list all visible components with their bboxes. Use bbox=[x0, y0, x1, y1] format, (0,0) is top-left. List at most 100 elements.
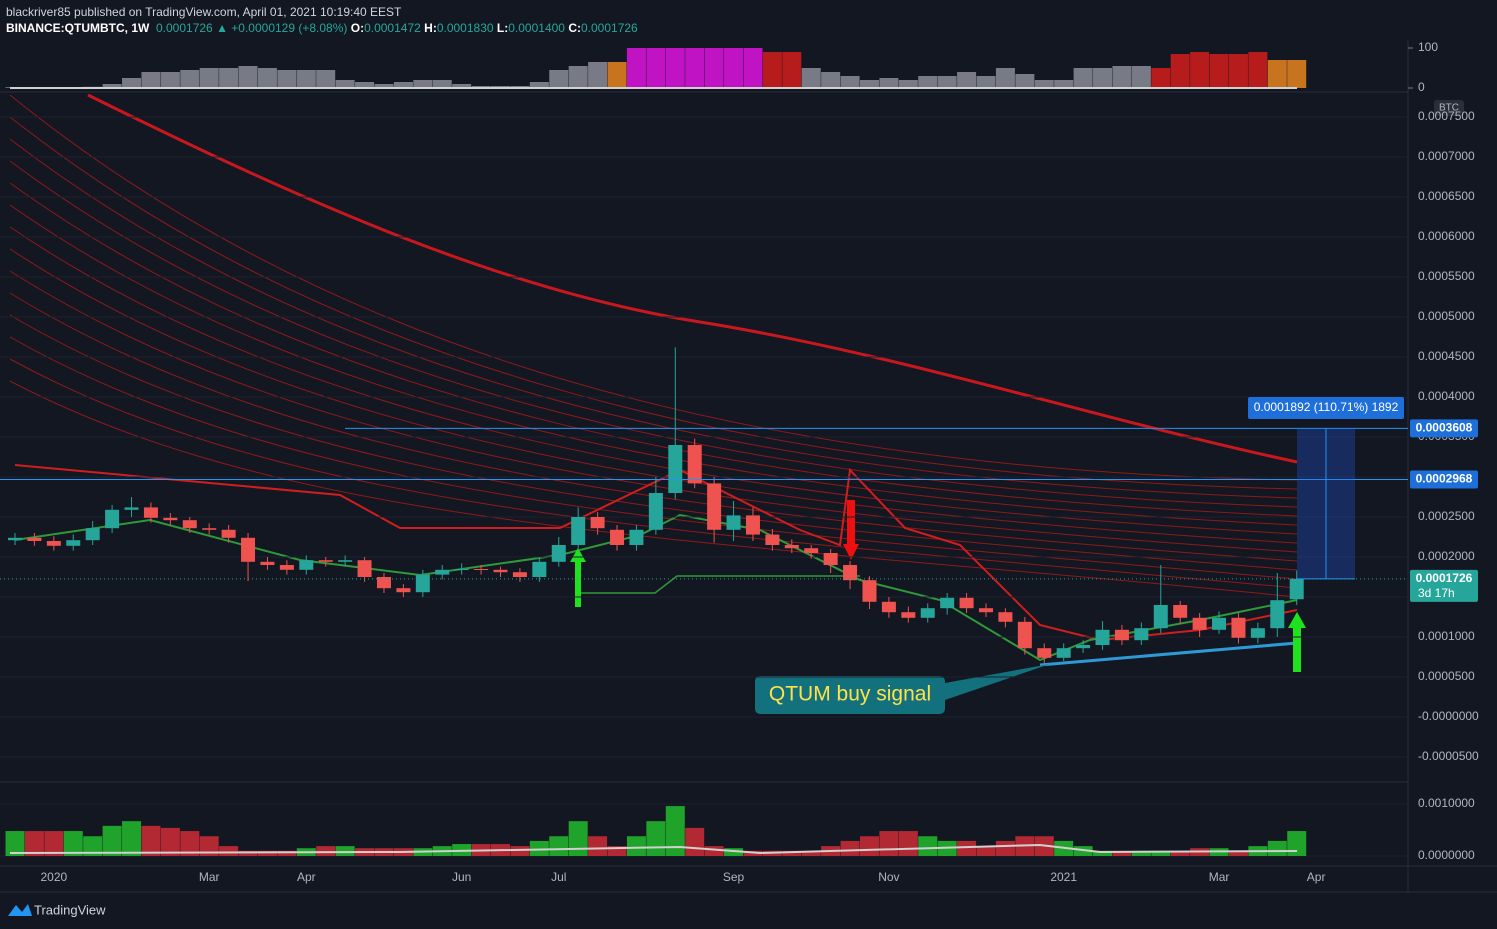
l: 0.0001400 bbox=[508, 21, 565, 35]
brand: TradingView bbox=[34, 902, 106, 917]
bottom-bar bbox=[957, 840, 977, 857]
candle-body bbox=[571, 517, 586, 545]
bottom-bar bbox=[918, 836, 938, 857]
candle-body bbox=[920, 608, 935, 618]
top-bar bbox=[238, 66, 258, 88]
symbol: BINANCE:QTUMBTC, 1W bbox=[6, 21, 150, 35]
top-bar bbox=[704, 48, 724, 88]
candle-body bbox=[804, 548, 819, 553]
x-tick-label: Nov bbox=[878, 870, 899, 884]
annotation-pointer bbox=[945, 664, 1050, 700]
bottom-average bbox=[9, 843, 1298, 855]
bottom-bar bbox=[1151, 850, 1171, 857]
candle-body bbox=[648, 493, 663, 530]
candle-body bbox=[1114, 629, 1129, 641]
candle-body bbox=[474, 569, 489, 570]
candle-body bbox=[493, 569, 508, 573]
bottom-bar bbox=[607, 846, 627, 857]
y-tick-label: 0.0005500 bbox=[1418, 269, 1475, 283]
bottom-bar bbox=[588, 836, 608, 857]
published-line: blackriver85 published on TradingView.co… bbox=[6, 5, 402, 19]
candle-body bbox=[610, 529, 625, 545]
candle-body bbox=[105, 509, 120, 529]
annotation-box bbox=[755, 676, 945, 714]
last-price-box bbox=[1410, 569, 1478, 602]
x-tick-label: Apr bbox=[1307, 870, 1326, 884]
top-bar bbox=[1131, 66, 1151, 88]
top-bar bbox=[180, 70, 200, 88]
top-bar bbox=[898, 80, 918, 88]
countdown: 3d 17h bbox=[1418, 586, 1455, 600]
y-tick-label: 0.0004000 bbox=[1418, 389, 1475, 403]
top-bar bbox=[821, 72, 841, 88]
top-bar bbox=[355, 82, 375, 88]
candle-body bbox=[1134, 628, 1149, 641]
y-tick-label: 0.0006500 bbox=[1418, 189, 1475, 203]
top-bar bbox=[1073, 68, 1093, 88]
bottom-bar bbox=[102, 825, 122, 857]
top-bar bbox=[257, 68, 277, 88]
bottom-bar bbox=[549, 836, 569, 857]
candle-body bbox=[940, 597, 955, 609]
measure-label-box bbox=[1248, 397, 1404, 419]
top-bar bbox=[335, 80, 355, 88]
bottom-bar bbox=[995, 840, 1015, 857]
x-tick-label: Sep bbox=[723, 870, 745, 884]
measure-label: 0.0001892 (110.71%) 1892 bbox=[1254, 400, 1399, 414]
sell-arrow bbox=[843, 500, 859, 560]
ribbon-line bbox=[9, 270, 1298, 553]
y-tick-label: -0.0000500 bbox=[1418, 749, 1479, 763]
h: 0.0001830 bbox=[436, 21, 494, 35]
top-bar bbox=[918, 76, 938, 88]
ribbon-line bbox=[9, 248, 1298, 544]
top-bar bbox=[1248, 52, 1268, 88]
bottom-bar bbox=[704, 846, 724, 857]
y-tick-label: 0.0006000 bbox=[1418, 229, 1475, 243]
candle-body bbox=[1076, 645, 1091, 649]
bottom-bar bbox=[219, 846, 239, 857]
h-label: H: bbox=[424, 21, 437, 35]
candle-body bbox=[862, 580, 877, 602]
top-bar bbox=[1287, 60, 1307, 88]
ribbon-line bbox=[9, 204, 1298, 526]
candle-body bbox=[1289, 578, 1304, 600]
ribbon-line bbox=[9, 160, 1298, 508]
candle-body bbox=[1192, 617, 1207, 630]
ribbon-line bbox=[9, 358, 1298, 589]
bottom-bar bbox=[335, 846, 355, 857]
bottom-bar bbox=[83, 836, 103, 857]
top-bar bbox=[452, 84, 472, 88]
ribbon-line bbox=[9, 226, 1298, 535]
top-bar bbox=[529, 82, 549, 88]
bottom-bar bbox=[316, 846, 336, 857]
bottom-bar bbox=[1287, 831, 1307, 857]
brand-logo bbox=[8, 904, 32, 916]
bottom-bar bbox=[180, 831, 200, 857]
top-bar bbox=[957, 72, 977, 88]
top-bar bbox=[568, 66, 588, 88]
x-tick-label: 2020 bbox=[40, 870, 67, 884]
bottom-bar bbox=[1112, 850, 1132, 857]
bottom-bar bbox=[44, 831, 64, 857]
currency-badge bbox=[1434, 100, 1464, 116]
bottom-bar bbox=[685, 827, 705, 857]
bottom-bar bbox=[859, 836, 879, 857]
y-tick-label: 0.0005000 bbox=[1418, 309, 1475, 323]
candle-body bbox=[376, 577, 391, 589]
bottom-bar bbox=[626, 836, 646, 857]
x-tick-label: Mar bbox=[1209, 870, 1230, 884]
candle-body bbox=[687, 445, 702, 484]
candle-body bbox=[221, 529, 236, 538]
bottom-tick-label: 0.0000000 bbox=[1418, 848, 1475, 862]
top-bar bbox=[1015, 74, 1035, 88]
bottom-bar bbox=[1131, 850, 1151, 857]
bottom-bar bbox=[257, 850, 277, 857]
ribbon-line bbox=[9, 314, 1298, 571]
top-bar bbox=[549, 70, 569, 88]
candle-body bbox=[318, 560, 333, 562]
bottom-bar bbox=[646, 821, 666, 857]
candle-body bbox=[66, 540, 81, 546]
candle-body bbox=[279, 565, 294, 570]
x-tick-label: 2021 bbox=[1050, 870, 1077, 884]
